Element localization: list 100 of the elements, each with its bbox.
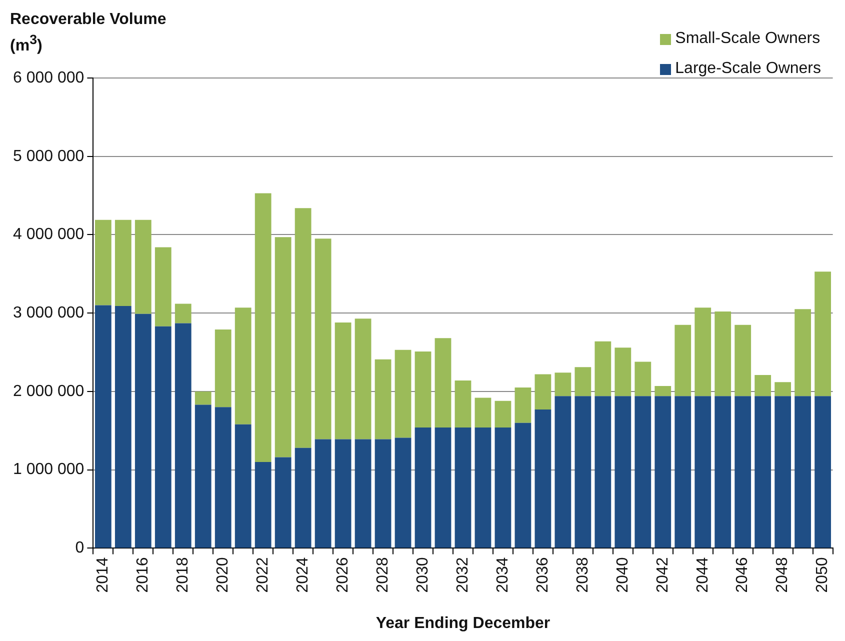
bar [334,439,352,548]
bar [274,237,292,458]
bar [574,396,592,548]
bar [514,388,532,423]
bar [394,438,412,548]
bar [814,272,831,396]
bar [494,400,512,428]
bar [314,439,332,548]
bar [734,396,752,548]
x-tick-label: 2022 [254,557,272,593]
bar [174,323,192,548]
bar [374,439,392,548]
bar [334,322,352,440]
x-tick-label: 2024 [294,557,312,593]
bar [194,404,212,548]
x-tick-label: 2050 [814,557,832,593]
x-tick-label: 2048 [774,557,792,593]
bar [794,309,812,396]
bar [134,220,152,314]
x-tick-label: 2042 [654,557,672,593]
bar [294,208,312,448]
bar [454,380,472,428]
x-tick-label: 2038 [574,557,592,593]
x-tick-label: 2030 [414,557,432,593]
legend-label: Small-Scale Owners [675,30,820,48]
bar [434,428,452,548]
bar [474,398,492,428]
y-tick-label: 2 000 000 [12,382,84,400]
bar [194,391,212,405]
bar [534,374,552,410]
bar [694,396,712,548]
bar [514,422,532,548]
bar [454,428,472,548]
bar [774,396,792,548]
bar [714,396,732,548]
x-tick-label: 2034 [494,557,512,593]
bar [614,396,632,548]
bar [154,326,172,548]
x-tick-label: 2044 [694,557,712,593]
y-tick-label: 0 [75,540,84,557]
bar [574,367,592,396]
bar [534,409,552,548]
bar [214,330,232,408]
bar [294,448,312,548]
bar [754,375,772,396]
bar [554,396,572,548]
bar [374,359,392,440]
bar [594,341,612,396]
y-axis-title: Recoverable Volume (m$^{3}$) [10,10,168,56]
bar [254,462,272,548]
bar [234,424,252,548]
bar [414,428,432,548]
bar [414,352,432,428]
bar [654,386,672,396]
bar [674,324,692,396]
bar [634,396,652,548]
bar [274,457,292,548]
bar [154,247,172,326]
y-tick-label: 5 000 000 [12,148,84,165]
x-tick-label: 2036 [534,557,552,593]
bar [714,312,732,396]
bar [614,348,632,396]
bar [774,382,792,396]
bar [654,396,672,548]
y-tick-label: 4 000 000 [12,226,84,244]
bar [494,428,512,548]
x-tick-label: 2014 [94,557,112,593]
x-tick-label: 2040 [614,557,632,593]
y-tick-label: 3 000 000 [12,304,84,322]
x-tick-label: 2016 [134,557,152,593]
bar [314,238,332,440]
x-axis-title: Year Ending December [376,614,550,632]
bar [114,306,132,548]
bar [594,396,612,548]
x-tick-label: 2028 [374,557,392,593]
bar [234,308,252,424]
bar [94,220,112,306]
bar [354,318,372,440]
x-tick-label: 2018 [174,557,192,593]
bar [674,396,692,548]
bar [254,193,272,462]
bar [794,396,812,548]
bar [114,220,132,306]
x-tick-label: 2026 [334,557,352,593]
y-tick-label: 6 000 000 [12,69,84,86]
bar [694,308,712,396]
x-tick-label: 2020 [214,557,232,593]
bar [474,428,492,548]
bar [174,304,192,324]
bar [354,439,372,548]
bar [814,396,831,548]
bar [394,350,412,438]
x-tick-label: 2032 [454,557,472,593]
bar [134,314,152,548]
x-tick-label: 2046 [734,557,752,593]
bar [434,338,452,428]
y-tick-label: 1 000 000 [12,461,84,478]
bar [734,324,752,396]
bar [634,362,652,396]
bar [754,396,772,548]
